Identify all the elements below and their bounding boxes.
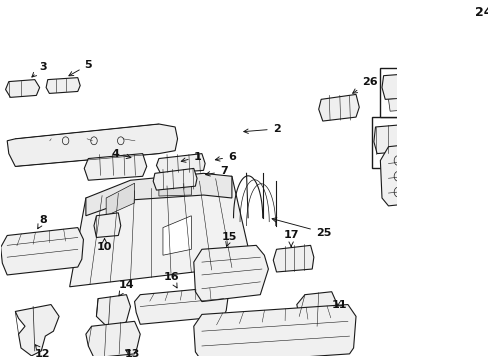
Text: 23: 23: [0, 359, 1, 360]
Text: 10: 10: [97, 238, 112, 252]
Polygon shape: [86, 321, 140, 358]
Text: 11: 11: [331, 300, 347, 310]
Text: 21: 21: [0, 359, 1, 360]
Polygon shape: [273, 246, 313, 272]
Text: 27: 27: [0, 359, 1, 360]
Polygon shape: [381, 73, 425, 99]
Polygon shape: [156, 154, 204, 173]
Polygon shape: [159, 176, 191, 196]
Text: 2: 2: [244, 124, 280, 134]
Text: 12: 12: [35, 345, 51, 359]
Text: 5: 5: [69, 60, 92, 76]
Polygon shape: [406, 163, 488, 326]
Polygon shape: [318, 94, 359, 121]
Polygon shape: [15, 305, 59, 356]
Bar: [472, 6, 488, 124]
Text: 3: 3: [32, 62, 46, 77]
Text: 25: 25: [271, 218, 330, 238]
Polygon shape: [96, 295, 130, 331]
Text: 17: 17: [283, 230, 298, 247]
Text: 13: 13: [124, 349, 140, 359]
Text: 22: 22: [0, 359, 1, 360]
Polygon shape: [296, 292, 337, 328]
Polygon shape: [106, 183, 134, 216]
Polygon shape: [5, 80, 40, 97]
Text: 19: 19: [0, 359, 1, 360]
Text: 16: 16: [163, 272, 179, 288]
Text: 20: 20: [0, 359, 1, 360]
Polygon shape: [471, 22, 488, 54]
Polygon shape: [373, 124, 412, 154]
Text: 4: 4: [112, 149, 131, 159]
Polygon shape: [193, 305, 355, 360]
Text: 24: 24: [474, 6, 488, 19]
Polygon shape: [0, 228, 83, 275]
Polygon shape: [153, 168, 197, 190]
Polygon shape: [163, 216, 191, 255]
Text: 7: 7: [205, 166, 227, 176]
Text: 15: 15: [222, 233, 237, 246]
Polygon shape: [479, 59, 488, 87]
Polygon shape: [387, 97, 415, 111]
Polygon shape: [69, 176, 252, 287]
Bar: [380, 68, 430, 117]
Text: 8: 8: [38, 215, 47, 229]
Polygon shape: [134, 287, 227, 324]
Text: 14: 14: [119, 280, 134, 296]
Polygon shape: [380, 144, 422, 206]
Polygon shape: [86, 173, 231, 216]
Text: 18: 18: [0, 359, 1, 360]
Polygon shape: [94, 213, 121, 238]
Polygon shape: [193, 246, 268, 302]
Polygon shape: [7, 124, 177, 166]
Polygon shape: [84, 154, 146, 180]
Text: 1: 1: [181, 152, 201, 162]
Text: 9: 9: [0, 359, 1, 360]
Polygon shape: [472, 28, 487, 57]
Bar: [371, 117, 416, 168]
Polygon shape: [46, 78, 80, 94]
Text: 26: 26: [352, 77, 377, 93]
Text: 6: 6: [215, 152, 235, 162]
